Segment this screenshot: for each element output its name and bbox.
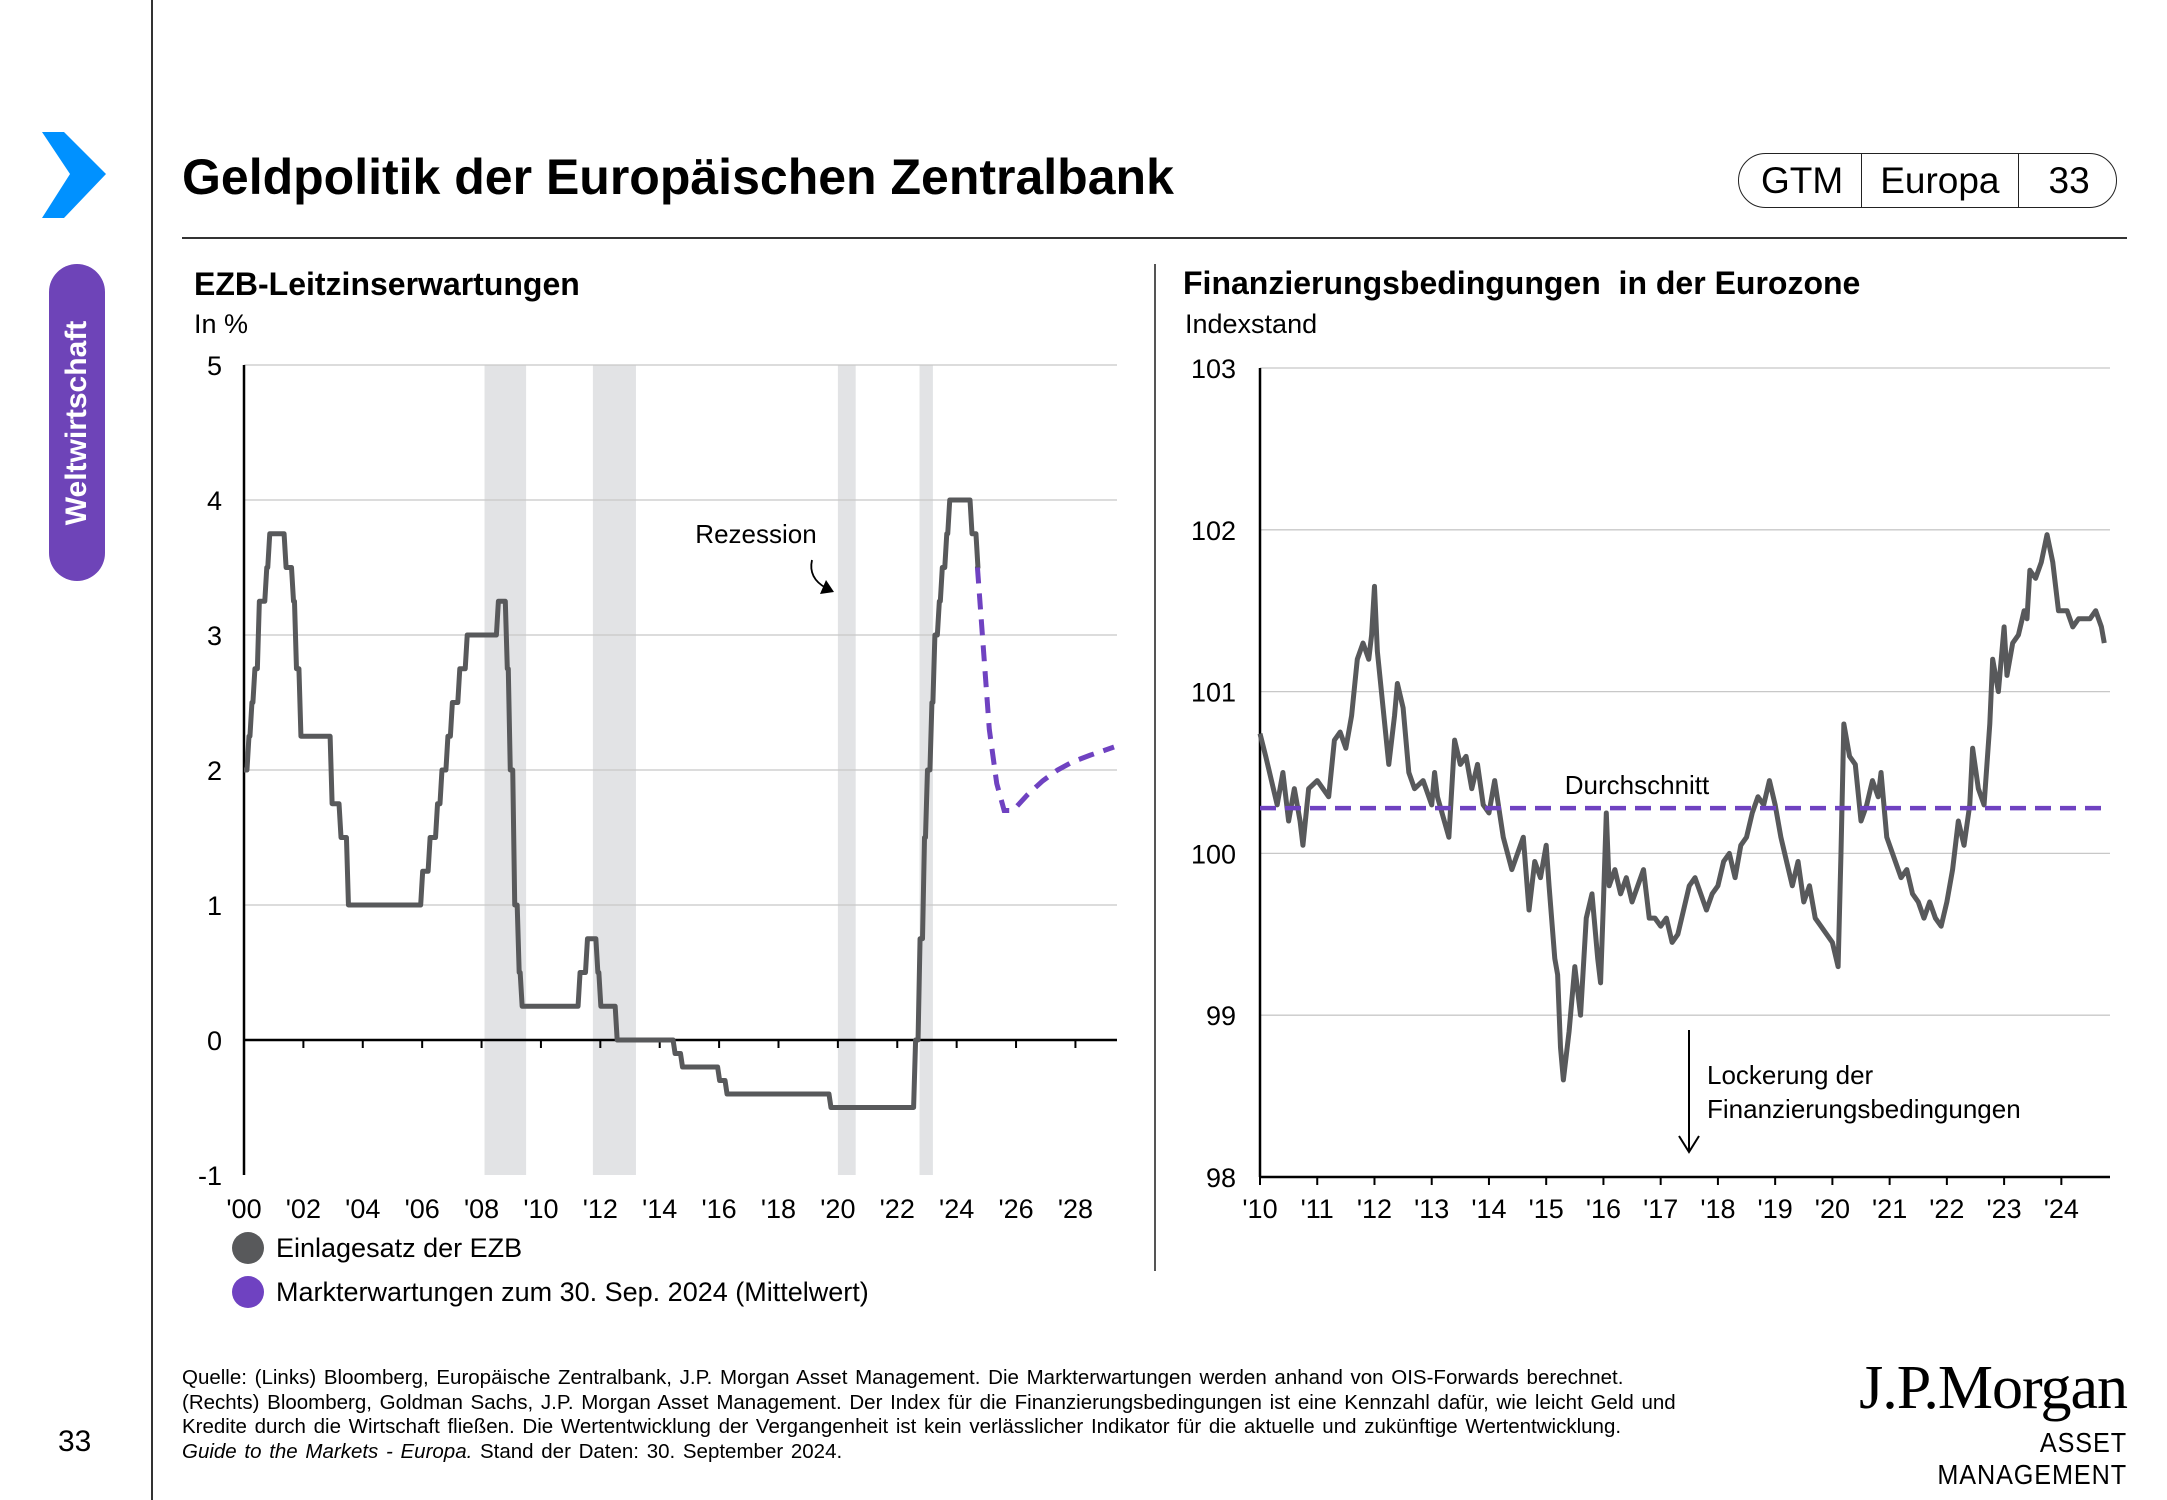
badge-page: 33 — [2017, 154, 2116, 207]
legend-item-market-expectations: Markterwartungen zum 30. Sep. 2024 (Mitt… — [232, 1276, 869, 1308]
legend: Einlagesatz der EZB Markterwartungen zum… — [232, 1232, 869, 1308]
y-tick-label: 5 — [207, 351, 222, 381]
footer-date: Stand der Daten: 30. September 2024. — [472, 1439, 843, 1463]
legend-marker — [232, 1232, 264, 1264]
footer-line: Quelle: (Links) Bloomberg, Europäische Z… — [182, 1366, 1624, 1389]
x-tick-label: '24 — [939, 1194, 974, 1224]
y-tick-label: 102 — [1191, 516, 1236, 546]
x-tick-label: '15 — [1529, 1194, 1564, 1224]
x-tick-label: '02 — [286, 1194, 321, 1224]
right-chart-unit: Indexstand — [1185, 309, 1318, 339]
page-badge: GTM Europa 33 — [1738, 153, 2117, 208]
deposit-rate-line — [244, 497, 981, 1110]
y-tick-label: 0 — [207, 1026, 222, 1056]
x-tick-label: '22 — [1929, 1194, 1964, 1224]
x-tick-label: '11 — [1301, 1194, 1334, 1224]
x-tick-label: '16 — [1586, 1194, 1621, 1224]
header-rule — [182, 237, 2127, 239]
legend-marker — [232, 1276, 264, 1308]
section-pill: Weltwirtschaft — [49, 264, 105, 581]
left-chart-unit: In % — [194, 309, 249, 339]
right-chart: 103 102 101 100 99 98'10 '11 '12 '13 '14 '15 '16 '17… — [1191, 354, 2110, 1224]
easing-label: Finanzierungsbedingungen — [1707, 1094, 2021, 1124]
x-tick-label: '22 — [880, 1194, 915, 1224]
y-tick-label: 1 — [207, 891, 222, 921]
y-tick-label: 2 — [207, 756, 222, 786]
legend-label: Einlagesatz der EZB — [276, 1232, 523, 1263]
x-tick-label: '12 — [1357, 1194, 1392, 1224]
chart-divider — [1154, 264, 1156, 1271]
x-tick-label: '18 — [761, 1194, 796, 1224]
x-tick-label: '28 — [1058, 1194, 1093, 1224]
jpmorgan-logo: J.P.Morgan ASSET MANAGEMENT — [1830, 1354, 2128, 1491]
footer-line: (Rechts) Bloomberg, Goldman Sachs, J.P. … — [182, 1390, 1676, 1414]
right-chart-title: Finanzierungsbedingungen in der Eurozone — [1183, 265, 1861, 301]
footer-guide: Guide to the Markets - Europa. — [182, 1439, 473, 1463]
y-tick-label: 103 — [1191, 354, 1236, 384]
x-tick-label: '08 — [464, 1194, 499, 1224]
page-number: 33 — [58, 1425, 92, 1458]
x-tick-label: '06 — [405, 1194, 440, 1224]
x-tick-label: '00 — [226, 1194, 261, 1224]
x-tick-label: '21 — [1872, 1194, 1907, 1224]
x-tick-label: '04 — [345, 1194, 380, 1224]
financial-conditions-line — [1257, 532, 2107, 1083]
arrow-down-icon — [1678, 1135, 1700, 1154]
x-tick-label: '14 — [1471, 1194, 1506, 1224]
page-title: Geldpolitik der Europäischen Zentralbank — [182, 149, 1174, 205]
annotation-arrow — [810, 559, 827, 589]
y-tick-label: 4 — [207, 486, 222, 516]
x-tick-label: '24 — [2044, 1194, 2079, 1224]
x-tick-label: '10 — [523, 1194, 558, 1224]
legend-item-deposit-rate: Einlagesatz der EZB — [232, 1232, 869, 1264]
x-tick-label: '20 — [820, 1194, 855, 1224]
x-tick-label: '20 — [1815, 1194, 1850, 1224]
x-tick-label: '23 — [1987, 1194, 2022, 1224]
x-tick-label: '14 — [642, 1194, 677, 1224]
y-tick-label: 99 — [1206, 1001, 1236, 1031]
chevron-right-icon — [42, 132, 106, 218]
easing-label: Lockerung der — [1707, 1060, 1874, 1090]
average-label: Durchschnitt — [1565, 770, 1710, 800]
badge-gtm: GTM — [1761, 159, 1844, 201]
arrowhead-icon — [820, 580, 834, 594]
left-chart: 5 4 3 2 1 0 -1'00 '02 '04 '06 '08 '10 '12 '14 '16 '18 '2… — [198, 351, 1117, 1224]
sidebar-divider — [151, 0, 153, 1500]
x-tick-label: '18 — [1700, 1194, 1735, 1224]
x-tick-label: '19 — [1758, 1194, 1793, 1224]
y-tick-label: 98 — [1206, 1163, 1236, 1193]
logo-subtitle: ASSET MANAGEMENT — [1937, 1427, 2127, 1490]
x-tick-label: '26 — [998, 1194, 1033, 1224]
y-tick-label: 101 — [1191, 678, 1236, 708]
x-tick-label: '17 — [1643, 1194, 1678, 1224]
x-tick-label: '13 — [1414, 1194, 1449, 1224]
y-tick-label: 3 — [207, 621, 222, 651]
badge-region: Europa — [1861, 154, 2017, 207]
logo-wordmark: J.P.Morgan — [1859, 1354, 2128, 1422]
y-tick-label: 100 — [1191, 839, 1236, 869]
x-tick-label: '16 — [702, 1194, 737, 1224]
left-chart-title: EZB-Leitzinserwartungen — [194, 266, 580, 302]
legend-label: Markterwartungen zum 30. Sep. 2024 (Mitt… — [276, 1276, 869, 1307]
market-expectations-line — [974, 567, 1115, 813]
footer-line: Guide to the Markets - Europa. Stand der… — [182, 1440, 1676, 1465]
y-tick-label: -1 — [198, 1161, 222, 1191]
footer-source: Quelle: (Links) Bloomberg, Europäische Z… — [182, 1366, 1676, 1464]
x-tick-label: '12 — [583, 1194, 618, 1224]
x-tick-label: '10 — [1242, 1194, 1277, 1224]
footer-line: Kredite durch die Wirtschaft fließen. Di… — [182, 1415, 1622, 1438]
recession-annotation: Rezession — [695, 519, 816, 549]
